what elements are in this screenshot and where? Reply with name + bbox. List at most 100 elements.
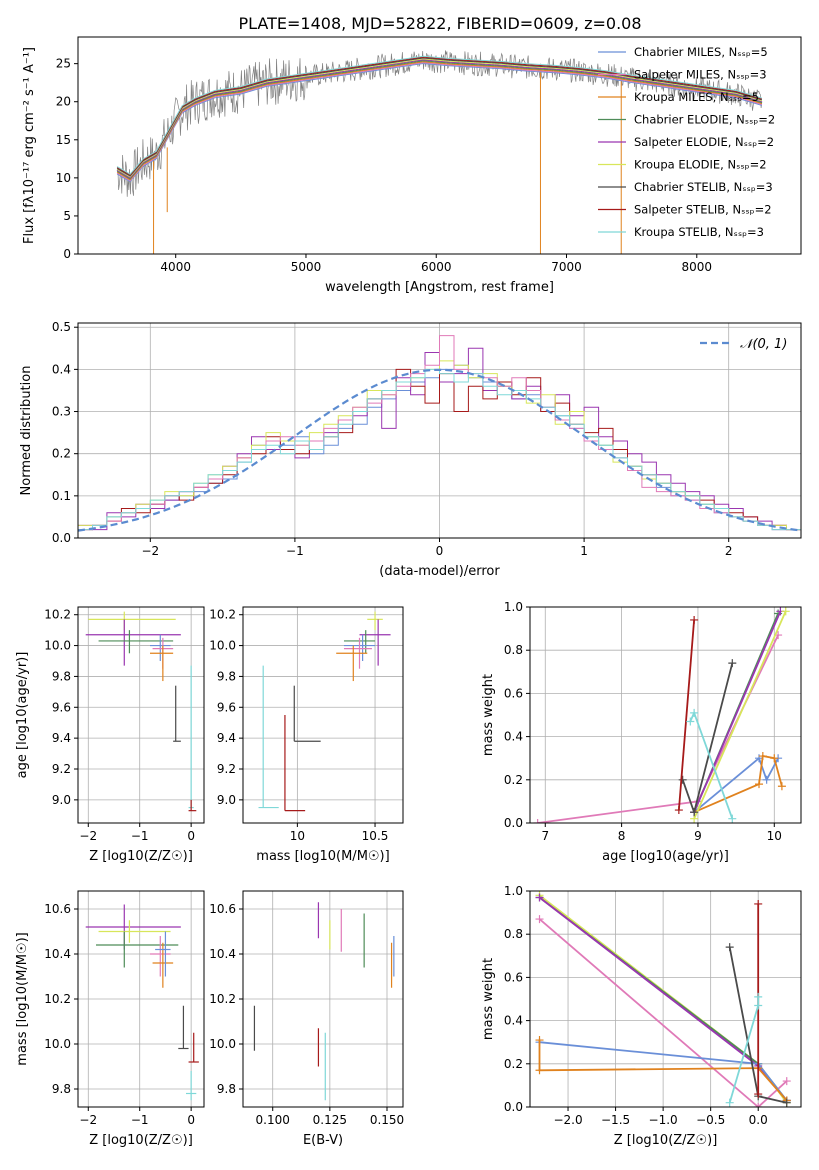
x-tick-label: −2 [141,544,159,558]
x-tick-label: 7 [541,829,549,843]
weight-marker [755,780,764,789]
plot-area [78,323,801,538]
y-tick-label: 9.8 [217,669,236,683]
axes-frame [77,322,802,539]
legend-entry: 𝒩(0, 1) [740,337,787,352]
y-tick-label: 9.4 [52,731,71,745]
axes-frame [242,606,404,824]
x-tick-label: −0.5 [696,1113,725,1127]
y-tick-label: 9.2 [52,762,71,776]
y-axis-label: mass weight [481,958,496,1040]
panel-3: −2 −1 0 9.0 9.2 9.4 9.6 9.8 10.0 10.2 Z [log10(Z/Z… [15,606,205,864]
weight-marker [678,775,687,784]
legend-entry: Kroupa STELIB, Nₛₛₚ=3 [634,225,764,239]
legend-entry: Salpeter ELODIE, Nₛₛₚ=2 [634,135,774,149]
axes-frame [529,606,802,824]
y-tick-label: 10.0 [44,1037,71,1051]
x-axis-label: wavelength [Angstrom, rest frame] [325,280,554,295]
y-tick-label: 10.6 [44,902,71,916]
legend-entry: Salpeter STELIB, Nₛₛₚ=2 [634,203,772,217]
hist-series [78,335,801,531]
axes-frame [242,890,404,1108]
plot-area [530,607,801,823]
x-tick-label: 9 [694,829,702,843]
weight-line [537,634,779,823]
x-axis-label: E(B-V) [303,1133,343,1148]
y-tick-label: 0.1 [52,489,71,503]
weight-marker [754,899,763,908]
x-tick-label: 0.125 [313,1113,347,1127]
y-tick-label: 0.6 [504,686,523,700]
x-tick-label: −2.0 [553,1113,582,1127]
y-tick-label: 9.0 [217,793,236,807]
x-tick-label: 0.150 [370,1113,404,1127]
y-tick-label: 0.2 [504,773,523,787]
panel-6: −2 −1 0 9.8 10.0 10.2 10.4 10.6 Z [log10(Z/Z☉)] m… [15,890,205,1148]
weight-marker [725,1098,734,1107]
y-tick-label: 0.3 [52,405,71,419]
x-tick-label: 0 [436,544,444,558]
weight-marker [690,708,699,717]
x-tick-label: 0.0 [749,1113,768,1127]
weight-marker [674,806,683,815]
weight-marker [535,893,544,902]
y-tick-label: 0.0 [504,1100,523,1114]
y-tick-label: 10 [56,171,71,185]
y-tick-label: 10.2 [44,992,71,1006]
axes-frame [77,606,205,824]
panel-8: −2.0 −1.5 −1.0 −0.5 0.0 0.0 0.2 0.4 0.6 0.8 1.0 Z [… [481,884,802,1148]
x-tick-label: 10.5 [362,829,389,843]
x-axis-label: Z [log10(Z/Z☉)] [89,849,193,864]
weight-line [728,996,760,1103]
plot-area [530,891,801,1107]
panel-4: 10 10.5 9.0 9.2 9.4 9.6 9.8 10.0 10.2 mass [log10… [209,606,404,864]
weight-marker [535,1066,544,1075]
x-tick-label: −2 [79,829,97,843]
y-tick-label: 5 [63,209,71,223]
y-tick-label: 9.8 [52,669,71,683]
weight-marker [535,915,544,924]
legend-entry: Salpeter MILES, Nₛₛₚ=3 [634,68,767,82]
x-tick-label: 6000 [421,260,452,274]
y-tick-label: 1.0 [504,884,523,898]
y-axis-label: mass [log10(M/M☉)] [15,932,30,1065]
weight-marker [781,607,790,616]
x-tick-label: −2 [79,1113,97,1127]
y-axis-label: mass weight [481,674,496,756]
y-tick-label: 25 [56,57,71,71]
panel-7: 0.100 0.125 0.150 9.8 10.0 10.2 10.4 10.6 E(B-V) [209,890,404,1148]
plot-area [78,607,204,823]
y-tick-label: 10.0 [209,639,236,653]
normal-curve [78,368,801,532]
y-tick-label: 0 [63,247,71,261]
y-tick-label: 0.4 [504,730,523,744]
model-kroupa_stelib [116,55,763,175]
plot-area [78,891,204,1107]
legend-entry: Chabrier ELODIE, Nₛₛₚ=2 [634,113,775,127]
y-tick-label: 9.8 [52,1082,71,1096]
y-tick-label: 9.6 [52,700,71,714]
y-tick-label: 10.4 [209,947,236,961]
x-tick-label: 0 [187,829,195,843]
weight-marker [770,754,779,763]
y-axis-label: Flux [fλ10⁻¹⁷ erg cm⁻² s⁻¹ A⁻¹] [22,47,37,244]
y-tick-label: 1.0 [504,600,523,614]
plot-area [243,607,403,823]
y-tick-label: 0.8 [504,643,523,657]
panel-1: 4000 5000 6000 7000 8000 0 5 10 15 20 25 wavelength… [22,36,802,295]
x-tick-label: 4000 [160,260,191,274]
x-tick-label: −1.0 [649,1113,678,1127]
weight-marker [754,1090,763,1099]
weight-marker [690,808,699,817]
x-tick-label: 2 [725,544,733,558]
y-tick-label: 0.2 [504,1057,523,1071]
x-axis-label: mass [log10(M/M☉)] [256,849,389,864]
y-tick-label: 15 [56,133,71,147]
y-tick-label: 0.8 [504,927,523,941]
weight-marker [782,1098,791,1107]
weight-marker [754,1103,763,1107]
x-tick-label: 1 [580,544,588,558]
plot-area [116,50,763,254]
y-tick-label: 9.6 [217,700,236,714]
